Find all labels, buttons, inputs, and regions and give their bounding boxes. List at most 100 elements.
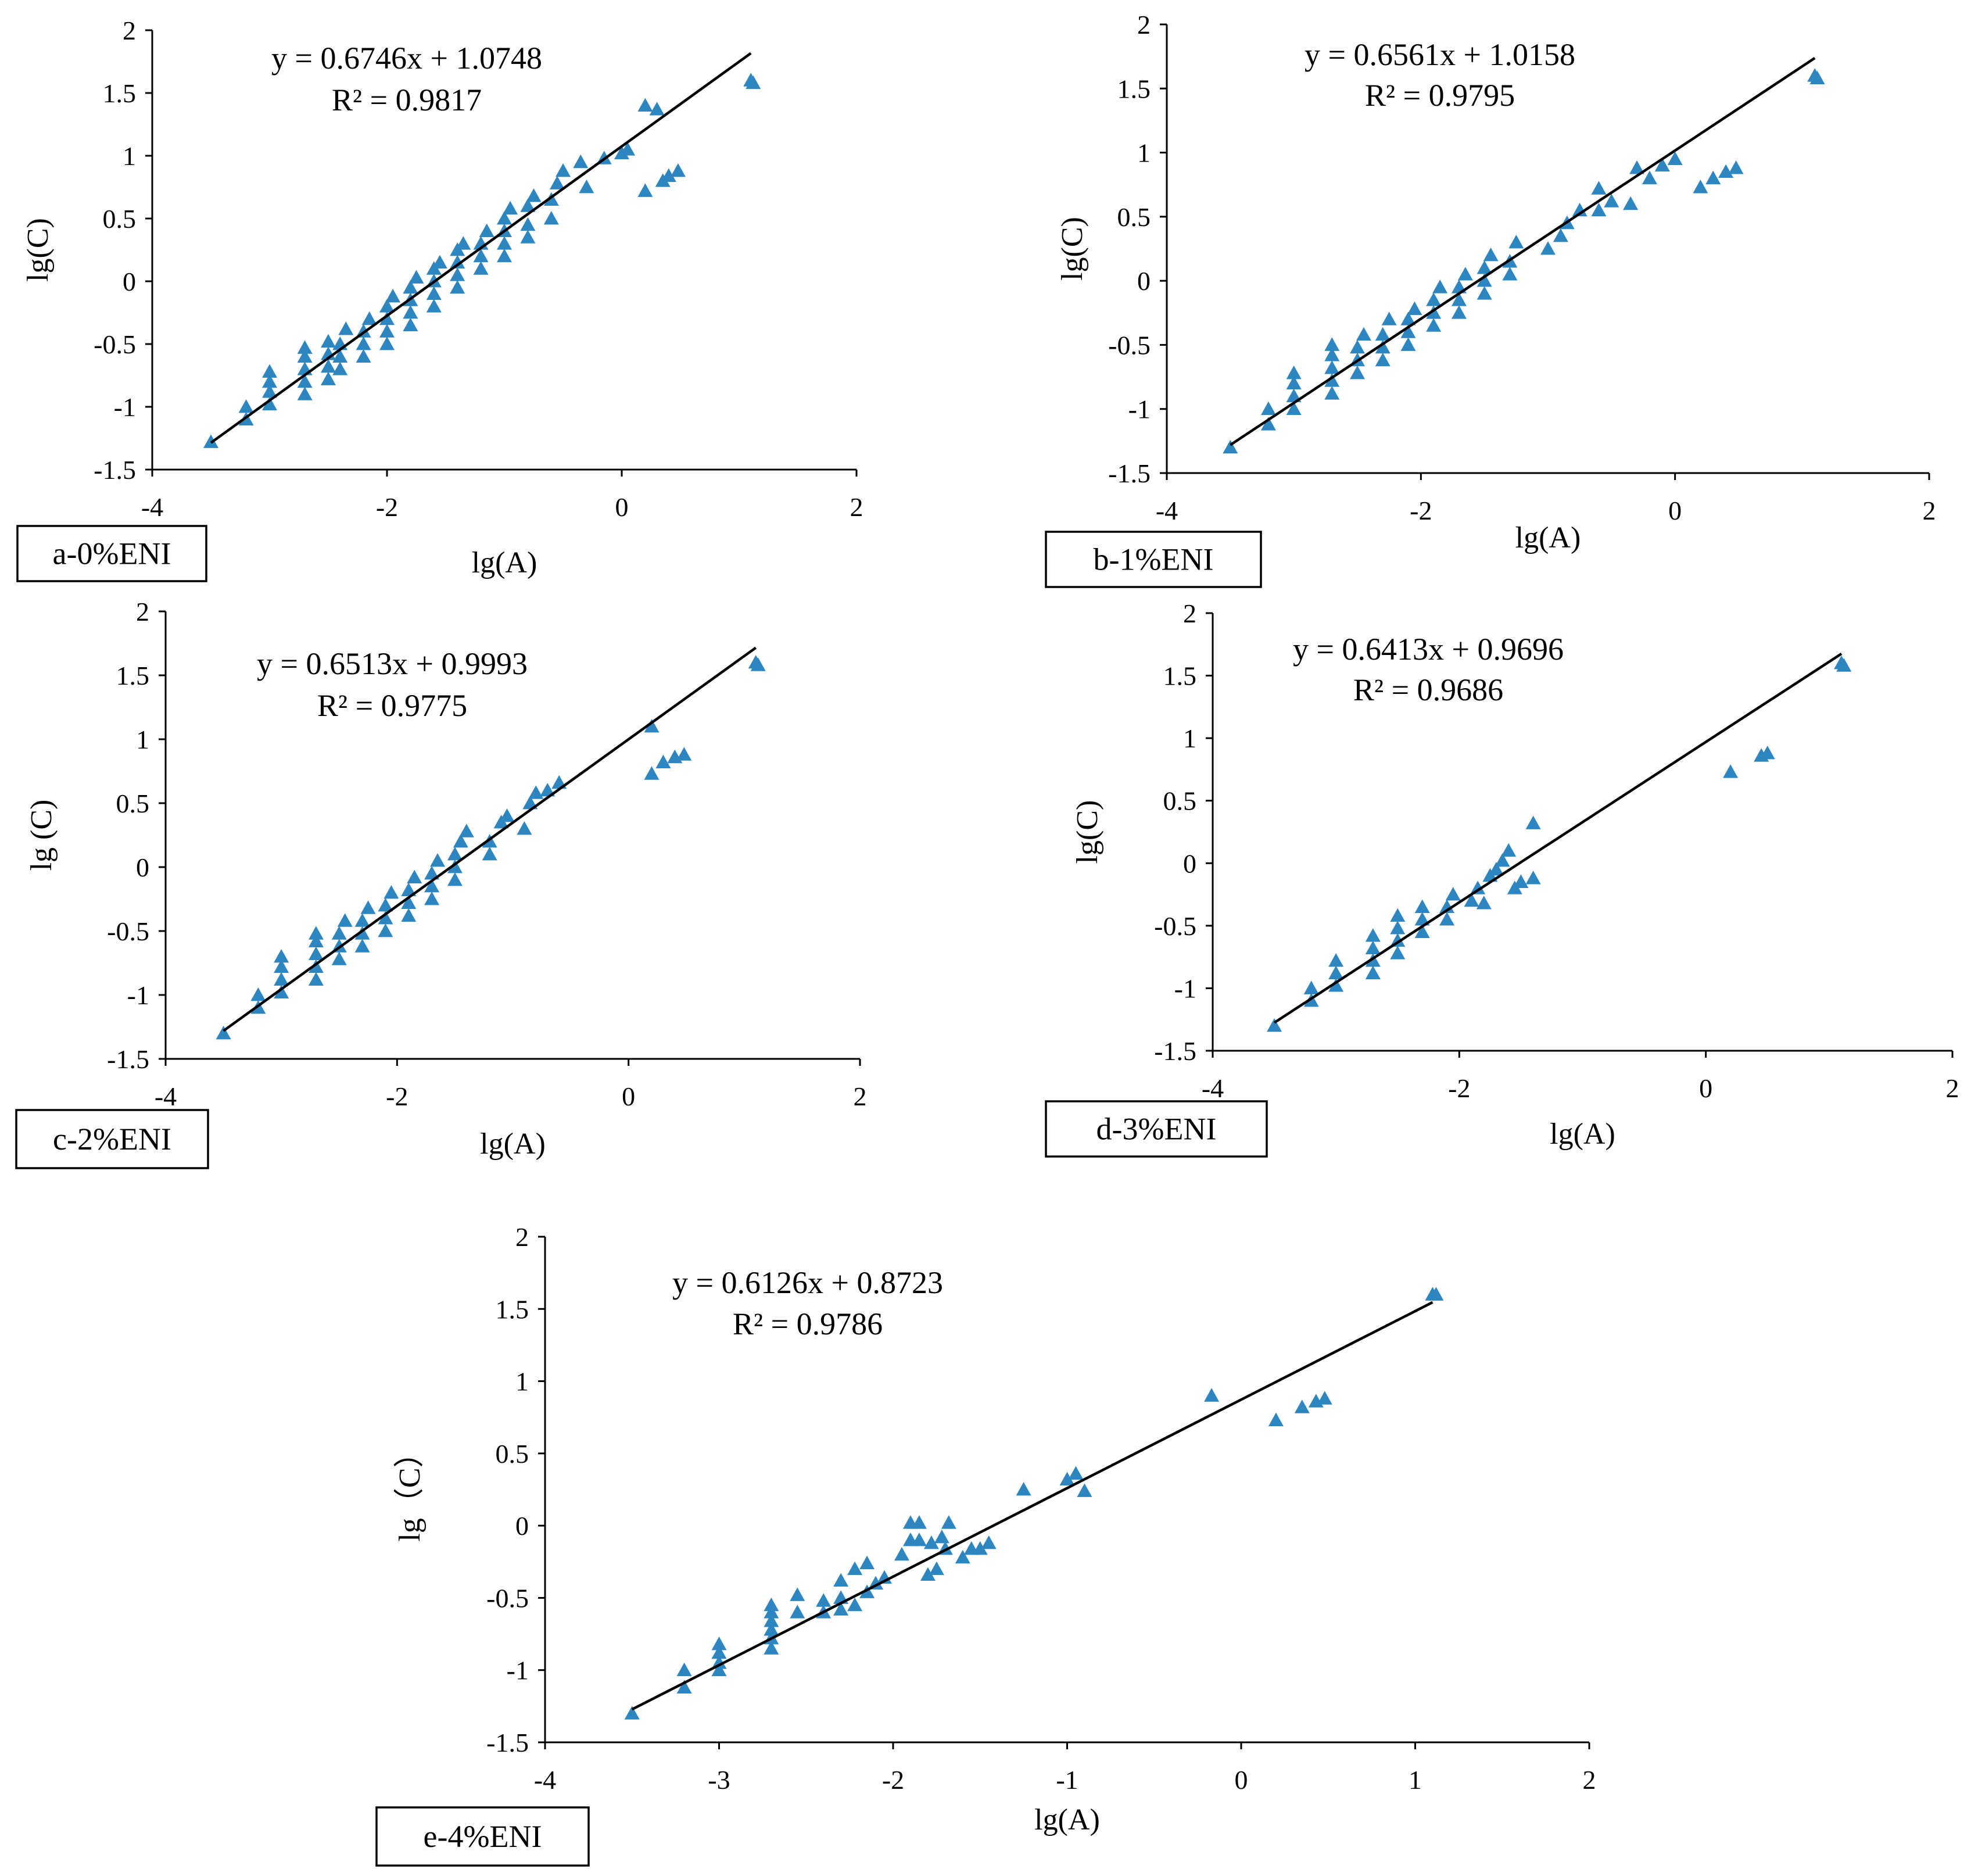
data-point-triangle bbox=[1375, 327, 1391, 341]
data-point-triangle bbox=[1414, 912, 1430, 926]
data-point-triangle bbox=[1428, 1287, 1444, 1301]
y-tick-label: 1 bbox=[1137, 138, 1151, 168]
data-point-triangle bbox=[479, 223, 494, 237]
panel-label: b-1%ENI bbox=[1094, 542, 1214, 577]
data-point-triangle bbox=[1414, 899, 1430, 913]
data-point-triangle bbox=[321, 334, 336, 348]
x-tick-label: -4 bbox=[1202, 1073, 1224, 1103]
data-point-triangle bbox=[1477, 260, 1492, 274]
data-point-triangle bbox=[1476, 896, 1492, 910]
data-point-triangle bbox=[549, 176, 565, 189]
data-point-triangle bbox=[1328, 953, 1344, 967]
data-point-triangle bbox=[1286, 388, 1302, 403]
data-point-triangle bbox=[1591, 202, 1607, 217]
data-point-triangle bbox=[297, 386, 313, 400]
panel-label-box bbox=[1045, 1100, 1268, 1158]
data-point-triangle bbox=[354, 939, 370, 953]
x-axis-title: lg(A) bbox=[472, 546, 537, 579]
y-tick-label: -1 bbox=[507, 1656, 529, 1685]
data-point-triangle bbox=[1390, 908, 1406, 922]
x-tick-label: 0 bbox=[1699, 1073, 1712, 1103]
data-point-triangle bbox=[1267, 1018, 1282, 1032]
x-tick-label: -2 bbox=[376, 492, 398, 522]
data-point-triangle bbox=[833, 1573, 849, 1587]
data-point-triangle bbox=[447, 860, 463, 873]
data-point-triangle bbox=[540, 783, 556, 797]
data-point-triangle bbox=[1324, 348, 1340, 361]
data-point-triangle bbox=[356, 349, 371, 363]
data-point-triangle bbox=[526, 188, 542, 202]
data-point-triangle bbox=[833, 1602, 849, 1616]
data-point-triangle bbox=[1525, 815, 1541, 829]
data-point-triangle bbox=[711, 1662, 727, 1677]
data-point-triangle bbox=[424, 866, 440, 880]
data-point-triangle bbox=[1502, 267, 1518, 281]
data-point-triangle bbox=[338, 321, 354, 335]
x-tick-label: -2 bbox=[882, 1765, 904, 1795]
y-tick-label: -1 bbox=[127, 980, 149, 1010]
panel-label: c-2%ENI bbox=[53, 1122, 171, 1157]
y-tick-label: 1 bbox=[1183, 724, 1196, 753]
regression-equation: y = 0.6561x + 1.0158 bbox=[1305, 37, 1575, 72]
data-point-triangle bbox=[1540, 241, 1556, 255]
data-point-triangle bbox=[655, 754, 671, 768]
y-axis-title: lg(C) bbox=[1056, 217, 1089, 281]
regression-line bbox=[631, 1301, 1434, 1711]
data-point-triangle bbox=[1488, 862, 1504, 876]
data-point-triangle bbox=[424, 892, 440, 905]
data-point-triangle bbox=[1286, 375, 1302, 389]
data-point-triangle bbox=[497, 248, 512, 263]
data-point-triangle bbox=[670, 163, 686, 177]
x-tick-label: 0 bbox=[1235, 1765, 1248, 1795]
data-point-triangle bbox=[911, 1533, 927, 1546]
y-tick-label: 1.5 bbox=[496, 1294, 529, 1324]
data-point-triangle bbox=[1439, 899, 1455, 913]
data-point-triangle bbox=[401, 882, 417, 896]
x-tick-label: 2 bbox=[854, 1082, 867, 1111]
data-point-triangle bbox=[356, 336, 371, 350]
regression-line bbox=[1230, 57, 1816, 446]
panel-label: d-3%ENI bbox=[1096, 1112, 1217, 1147]
x-tick-label: -3 bbox=[708, 1765, 730, 1795]
data-point-triangle bbox=[637, 183, 653, 197]
data-point-triangle bbox=[746, 75, 761, 89]
data-point-triangle bbox=[308, 959, 324, 973]
data-point-triangle bbox=[1525, 871, 1541, 885]
data-point-triangle bbox=[1350, 365, 1365, 380]
y-axis-title: lg(C) bbox=[21, 218, 55, 282]
data-point-triangle bbox=[361, 311, 377, 325]
data-point-triangle bbox=[497, 236, 512, 250]
regression-equation: y = 0.6413x + 0.9696 bbox=[1293, 632, 1564, 667]
data-point-triangle bbox=[972, 1541, 988, 1555]
panel-label-box bbox=[16, 525, 207, 582]
data-point-triangle bbox=[955, 1549, 970, 1564]
data-point-triangle bbox=[274, 949, 289, 963]
data-point-triangle bbox=[620, 142, 636, 156]
r-squared-label: R² = 0.9795 bbox=[1365, 78, 1515, 113]
data-point-triangle bbox=[711, 1636, 727, 1651]
data-point-triangle bbox=[360, 900, 376, 914]
data-point-triangle bbox=[1426, 292, 1442, 306]
data-point-triangle bbox=[216, 1026, 231, 1040]
data-point-triangle bbox=[1464, 893, 1479, 907]
data-point-triangle bbox=[450, 255, 465, 268]
data-point-triangle bbox=[1508, 234, 1524, 249]
data-point-triangle bbox=[556, 163, 571, 177]
data-point-triangle bbox=[1400, 324, 1416, 338]
y-tick-label: 1 bbox=[515, 1367, 529, 1397]
data-point-triangle bbox=[331, 951, 347, 965]
x-tick-label: 1 bbox=[1409, 1765, 1422, 1795]
data-point-triangle bbox=[238, 399, 254, 413]
data-point-triangle bbox=[262, 364, 277, 378]
data-point-triangle bbox=[1705, 170, 1721, 185]
y-tick-label: 2 bbox=[1137, 10, 1151, 40]
y-tick-label: 1.5 bbox=[116, 661, 150, 690]
chart-panel-c-2%ENI: -1.5 -1 -0.5 0 0.5 1 1.5 2 -4 -2 0 2 lg(A) lg (C) y = … bbox=[15, 597, 867, 1169]
panel-label-box bbox=[375, 1806, 590, 1867]
x-tick-label: 2 bbox=[1923, 496, 1936, 525]
data-point-triangle bbox=[816, 1593, 832, 1607]
data-point-triangle bbox=[1324, 373, 1340, 387]
data-point-triangle bbox=[262, 384, 277, 398]
data-point-triangle bbox=[1470, 880, 1486, 894]
y-tick-label: -1.5 bbox=[94, 455, 136, 485]
